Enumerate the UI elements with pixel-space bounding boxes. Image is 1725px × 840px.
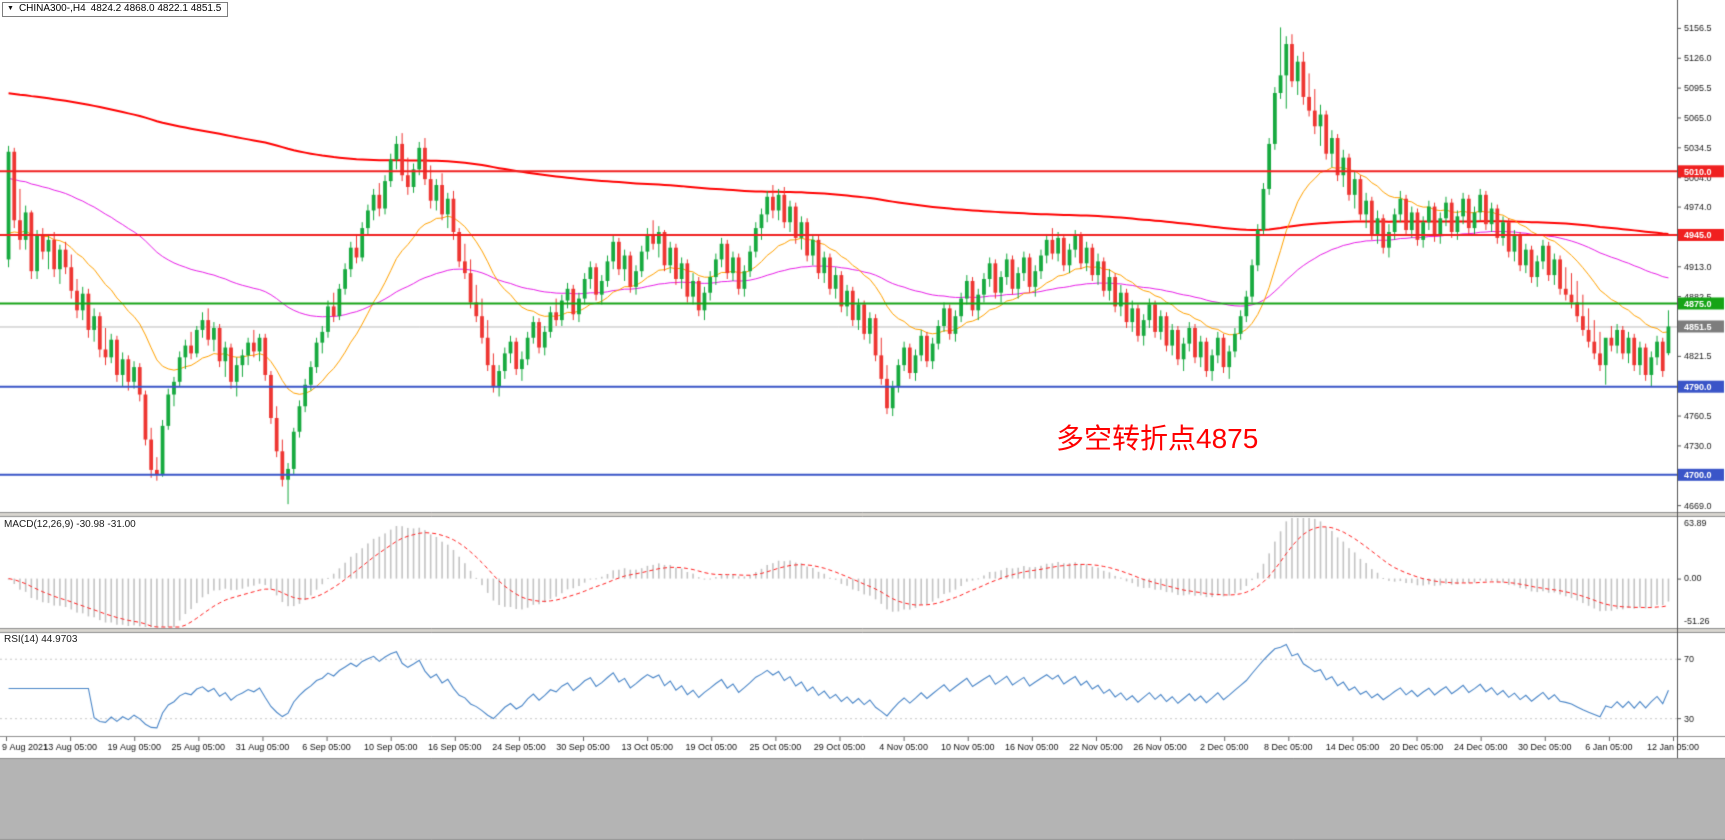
chart-symbol-box[interactable]: ▼ CHINA300-,H4 4824.2 4868.0 4822.1 4851… [2, 2, 229, 17]
chart-annotation-text: 多空转折点4875 [1056, 423, 1259, 454]
ohlc-values: 4824.2 4868.0 4822.1 4851.5 [90, 3, 222, 14]
symbol-period-label: CHINA300-,H4 [18, 3, 86, 14]
rsi-indicator-label: RSI(14) 44.9703 [4, 634, 78, 645]
macd-indicator-label: MACD(12,26,9) -30.98 -31.00 [4, 519, 136, 530]
chart-dropdown-icon[interactable]: ▼ [7, 5, 14, 12]
